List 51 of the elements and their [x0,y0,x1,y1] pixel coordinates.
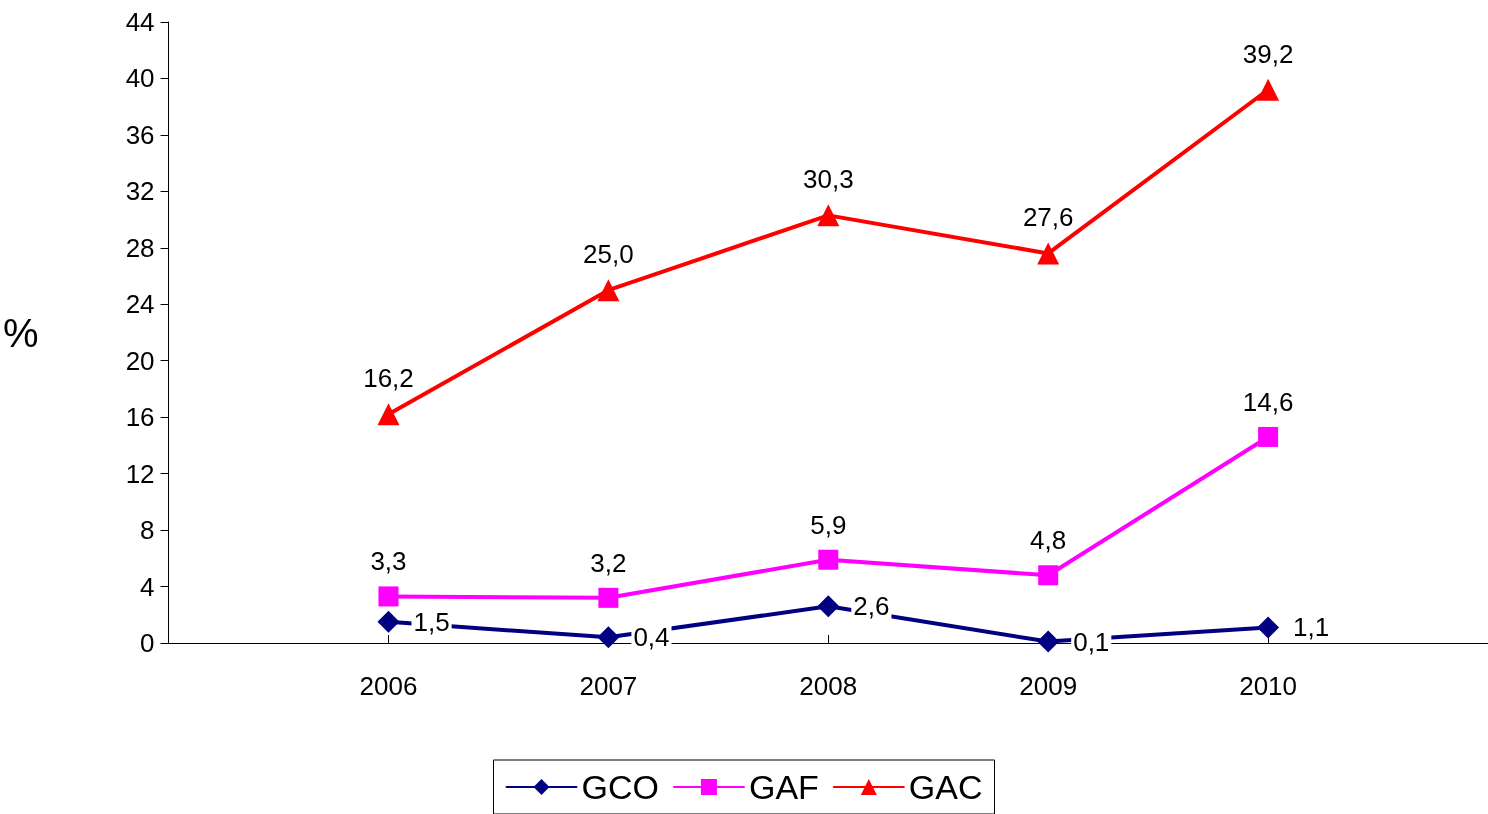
legend-label: GAC [908,768,983,806]
y-tick-label: 8 [140,515,155,546]
point [1037,242,1060,265]
y-tick-label: 20 [125,345,155,376]
data-label: 1,1 [1293,612,1330,643]
y-axis-title: % [2,310,39,355]
data-label: 4,8 [1030,525,1067,556]
data-label: 3,3 [370,546,407,577]
point [817,595,840,618]
point [1257,616,1280,639]
point [1257,78,1280,101]
data-label: 3,2 [590,547,627,578]
y-tick-label: 44 [125,7,155,37]
y-tick-label: 36 [125,119,155,150]
y-tick-label: 4 [140,571,155,602]
point [1038,565,1059,586]
point [1258,426,1279,447]
y-tick-label: 40 [125,63,155,94]
data-label: 30,3 [802,164,854,195]
x-tick-label: 2010 [1239,671,1298,701]
data-label: 0,1 [1073,626,1110,657]
point [377,610,400,633]
data-label: 0,4 [633,622,670,653]
x-tick-label: 2008 [799,671,858,701]
point [1037,630,1060,653]
data-label: 5,9 [810,509,847,540]
point [598,587,619,608]
data-label: 25,0 [583,239,634,270]
data-label: 1,5 [413,606,450,637]
x-tick-label: 2007 [579,671,638,701]
point [818,549,839,570]
y-tick-label: 32 [125,176,155,207]
legend-label: GAF [748,768,819,806]
legend-label: GCO [581,768,659,806]
y-tick-label: 28 [125,232,155,263]
point [378,586,399,607]
y-tick-label: 0 [140,628,155,658]
point [817,204,840,227]
data-label: 16,2 [363,363,414,394]
point [597,626,620,649]
y-tick-label: 12 [125,458,155,489]
data-label: 27,6 [1022,202,1074,233]
point [597,279,620,302]
y-tick-label: 24 [125,289,155,320]
point [377,403,400,426]
x-tick-label: 2006 [359,671,418,701]
x-tick-label: 2009 [1019,671,1078,701]
y-tick-label: 16 [125,402,155,433]
data-label: 2,6 [853,591,890,622]
data-label: 14,6 [1242,386,1294,417]
data-label: 39,2 [1242,38,1294,69]
